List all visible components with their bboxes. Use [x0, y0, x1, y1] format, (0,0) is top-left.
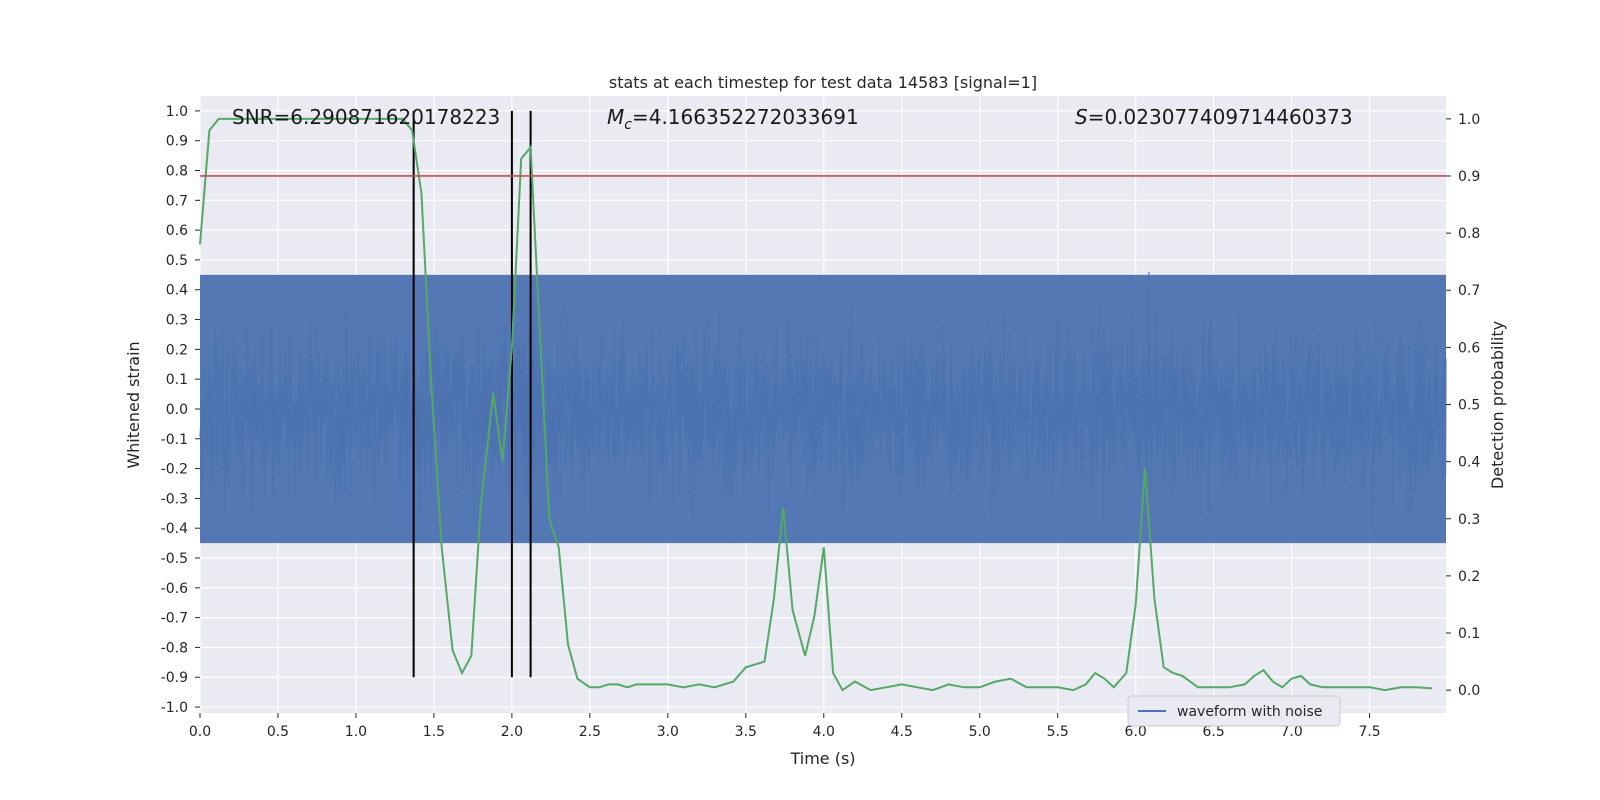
y-axis-right-label: Detection probability: [1488, 321, 1507, 489]
x-tick-label: 6.0: [1125, 724, 1147, 740]
chirp-mass-annotation: Mc=4.166352272033691: [607, 105, 859, 133]
x-tick-label: 7.0: [1280, 724, 1302, 740]
x-tick-label: 4.5: [891, 724, 913, 740]
x-tick-label: 0.5: [267, 724, 289, 740]
x-tick-label: 2.5: [579, 724, 601, 740]
x-tick-label: 1.0: [345, 724, 367, 740]
x-tick-label: 4.0: [813, 724, 835, 740]
y-left-tick-label: 0.7: [166, 193, 188, 209]
y-right-tick-label: 0.4: [1458, 455, 1480, 471]
x-tick-label: 7.5: [1358, 724, 1380, 740]
y-left-tick-label: 0.4: [166, 283, 188, 299]
probability-series: [199, 117, 1433, 692]
y-right-tick-label: 1.0: [1458, 112, 1480, 128]
y-left-tick-label: 0.5: [166, 253, 188, 269]
y-left-tick-label: 1.0: [166, 104, 188, 120]
vertical-markers: [412, 110, 532, 678]
y-left-tick-label: 0.6: [166, 223, 188, 239]
y-right-tick-label: 0.2: [1458, 569, 1480, 585]
y-left-tick-label: 0.0: [166, 402, 188, 418]
y-left-tick-label: 0.9: [166, 134, 188, 150]
y-left-tick-label: 0.3: [166, 313, 188, 329]
y-left-tick-label: -1.0: [161, 700, 188, 716]
y-left-tick-label: 0.8: [166, 164, 188, 180]
x-tick-label: 3.0: [657, 724, 679, 740]
y-left-tick-label: -0.2: [161, 462, 188, 478]
axis-ticks: 0.0 0.5 1.0 1.5 2.0 2.5 3.0 3.5 4.0 4.5 5.0 5.5 6.0 6…: [161, 104, 1481, 740]
legend: waveform with noise: [1127, 695, 1341, 727]
y-right-tick-label: 0.3: [1458, 512, 1480, 528]
x-tick-label: 5.0: [969, 724, 991, 740]
s-value: =0.023077409714460373: [1088, 105, 1353, 129]
legend-label: waveform with noise: [1177, 704, 1322, 720]
s-annotation: S=0.023077409714460373: [1075, 105, 1353, 129]
y-left-tick-label: -0.9: [161, 670, 188, 686]
x-tick-label: 0.0: [189, 724, 211, 740]
y-left-tick-label: -0.4: [161, 521, 188, 537]
y-left-tick-label: 0.1: [166, 372, 188, 388]
y-left-tick-label: 0.2: [166, 342, 188, 358]
x-tick-label: 1.5: [423, 724, 445, 740]
legend-box: [1127, 695, 1341, 727]
y-left-tick-label: -0.1: [161, 432, 188, 448]
waveform-series: [199, 271, 1447, 544]
y-right-tick-label: 0.1: [1458, 626, 1480, 642]
chart-title: stats at each timestep for test data 145…: [609, 73, 1037, 92]
x-tick-label: 2.0: [501, 724, 523, 740]
y-right-tick-label: 0.0: [1458, 683, 1480, 699]
x-tick-label: 5.5: [1047, 724, 1069, 740]
y-left-tick-label: -0.8: [161, 640, 188, 656]
y-right-tick-label: 0.9: [1458, 169, 1480, 185]
y-left-tick-label: -0.3: [161, 491, 188, 507]
x-axis-label: Time (s): [789, 749, 855, 768]
snr-annotation: SNR=6.290871620178223: [232, 105, 500, 129]
chirp-mass-value: =4.166352272033691: [632, 105, 859, 129]
y-right-tick-label: 0.7: [1458, 283, 1480, 299]
y-left-tick-label: -0.7: [161, 611, 188, 627]
probability-line: [199, 117, 1433, 692]
y-axis-left-label: Whitened strain: [124, 341, 143, 468]
y-right-tick-label: 0.5: [1458, 398, 1480, 414]
y-left-tick-label: -0.6: [161, 581, 188, 597]
waveform-line: [199, 271, 1447, 537]
y-right-tick-label: 0.8: [1458, 226, 1480, 242]
y-right-tick-label: 0.6: [1458, 340, 1480, 356]
x-tick-label: 6.5: [1203, 724, 1225, 740]
x-tick-label: 3.5: [735, 724, 757, 740]
y-left-tick-label: -0.5: [161, 551, 188, 567]
